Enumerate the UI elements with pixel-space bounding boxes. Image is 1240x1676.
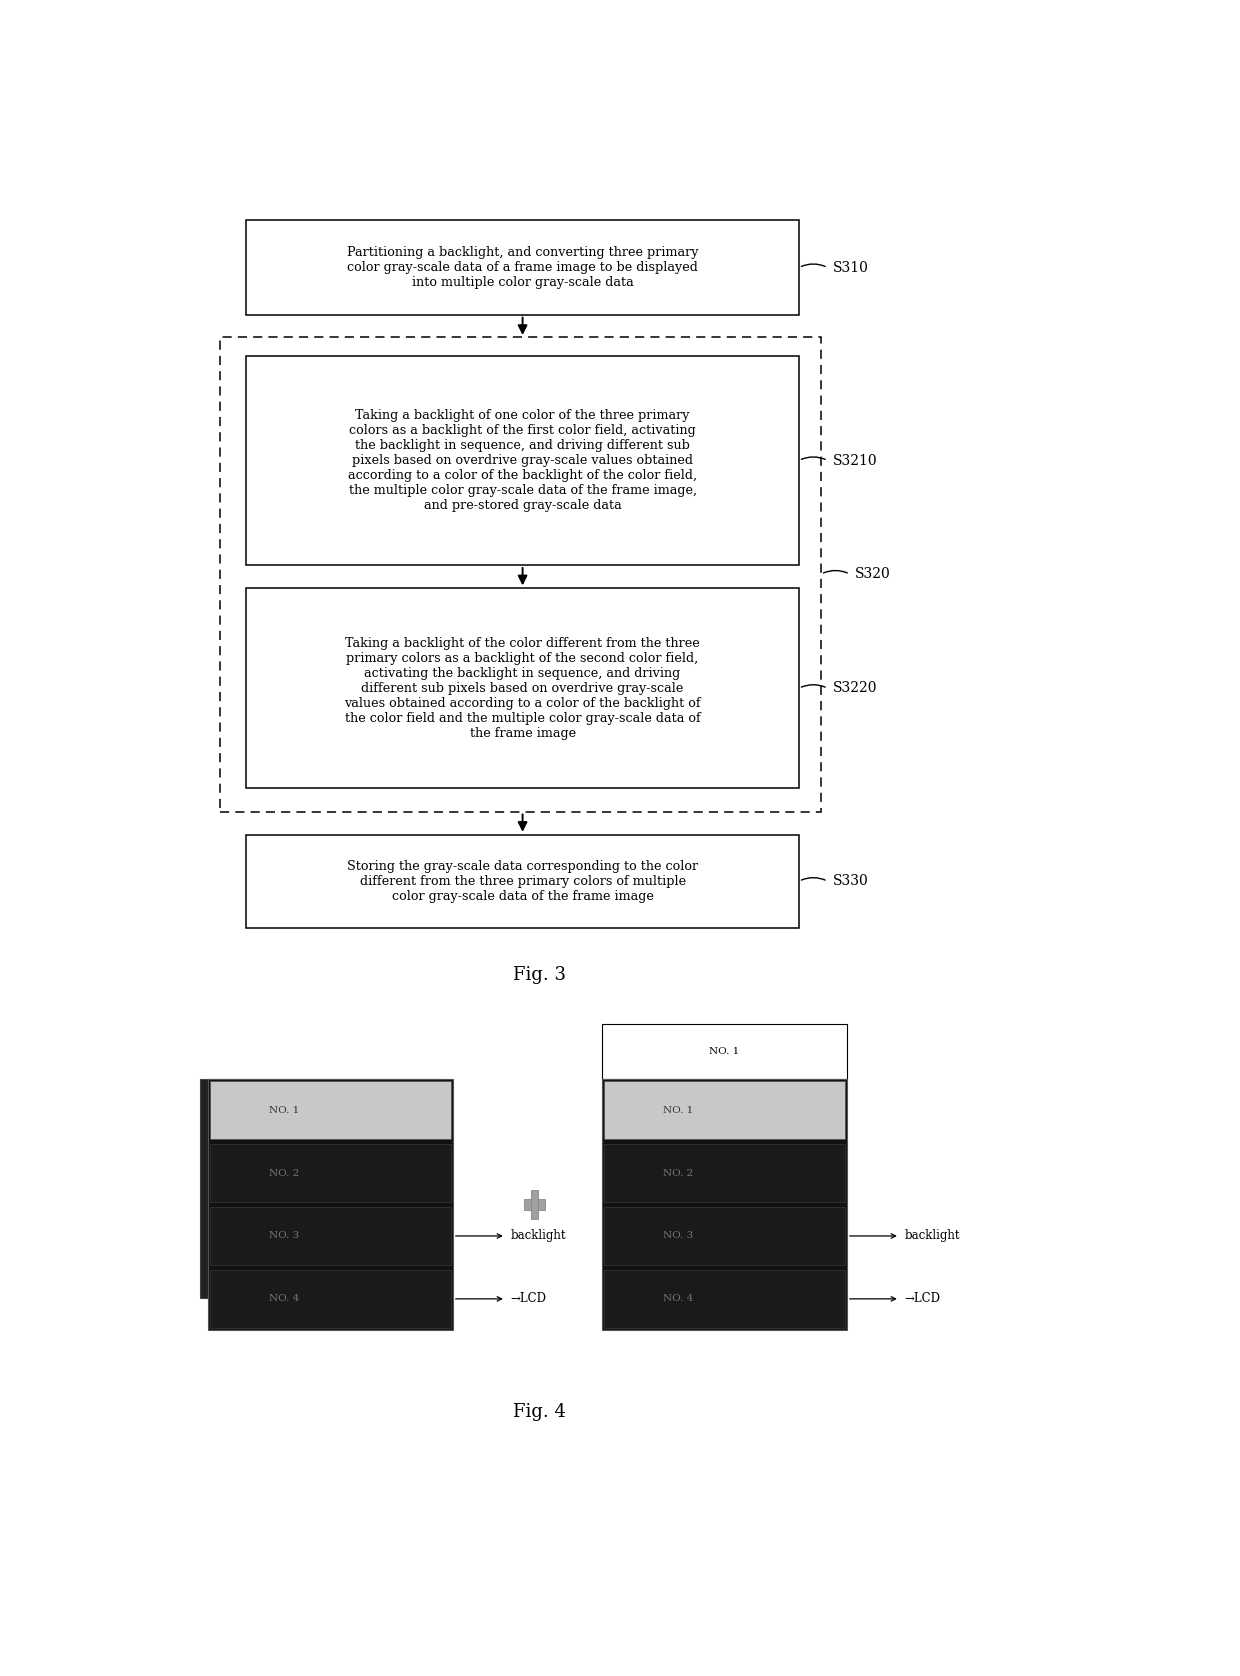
Text: backlight: backlight bbox=[511, 1230, 567, 1242]
Text: NO. 1: NO. 1 bbox=[269, 1106, 299, 1115]
Bar bbox=[210, 1207, 451, 1265]
Text: NO. 1: NO. 1 bbox=[709, 1048, 739, 1056]
Text: backlight: backlight bbox=[905, 1230, 960, 1242]
Bar bbox=[247, 221, 799, 315]
Text: NO. 4: NO. 4 bbox=[663, 1294, 693, 1304]
Text: Taking a backlight of the color different from the three
primary colors as a bac: Taking a backlight of the color differen… bbox=[345, 637, 701, 739]
Text: Fig. 3: Fig. 3 bbox=[513, 967, 565, 984]
Text: Fig. 4: Fig. 4 bbox=[513, 1403, 565, 1421]
Bar bbox=[210, 1145, 451, 1202]
Bar bbox=[604, 1207, 844, 1265]
Bar bbox=[604, 1081, 844, 1140]
Text: →LCD: →LCD bbox=[511, 1292, 547, 1306]
Text: S330: S330 bbox=[832, 875, 868, 888]
Text: NO. 3: NO. 3 bbox=[663, 1232, 693, 1240]
Bar bbox=[221, 337, 821, 811]
Bar bbox=[247, 355, 799, 565]
Text: NO. 4: NO. 4 bbox=[269, 1294, 299, 1304]
Bar bbox=[200, 1079, 445, 1299]
Bar bbox=[210, 1081, 451, 1140]
Bar bbox=[601, 1024, 847, 1079]
Text: S3220: S3220 bbox=[832, 680, 877, 696]
Text: Storing the gray-scale data corresponding to the color
different from the three : Storing the gray-scale data correspondin… bbox=[347, 860, 698, 903]
Bar bbox=[210, 1270, 451, 1327]
Text: S320: S320 bbox=[854, 566, 890, 582]
Text: →LCD: →LCD bbox=[905, 1292, 941, 1306]
Text: NO. 3: NO. 3 bbox=[269, 1232, 299, 1240]
Text: NO. 2: NO. 2 bbox=[663, 1168, 693, 1178]
Bar bbox=[531, 1190, 538, 1218]
Bar bbox=[208, 1079, 453, 1331]
Bar bbox=[604, 1145, 844, 1202]
Text: NO. 2: NO. 2 bbox=[269, 1168, 299, 1178]
Bar bbox=[525, 1200, 546, 1210]
Text: S310: S310 bbox=[832, 260, 868, 275]
Text: Taking a backlight of one color of the three primary
colors as a backlight of th: Taking a backlight of one color of the t… bbox=[348, 409, 697, 511]
Bar bbox=[604, 1270, 844, 1327]
Bar bbox=[247, 835, 799, 929]
Text: Partitioning a backlight, and converting three primary
color gray-scale data of : Partitioning a backlight, and converting… bbox=[347, 246, 698, 288]
Text: NO. 1: NO. 1 bbox=[663, 1106, 693, 1115]
Text: S3210: S3210 bbox=[832, 454, 877, 468]
Bar bbox=[247, 588, 799, 788]
Bar bbox=[601, 1079, 847, 1331]
